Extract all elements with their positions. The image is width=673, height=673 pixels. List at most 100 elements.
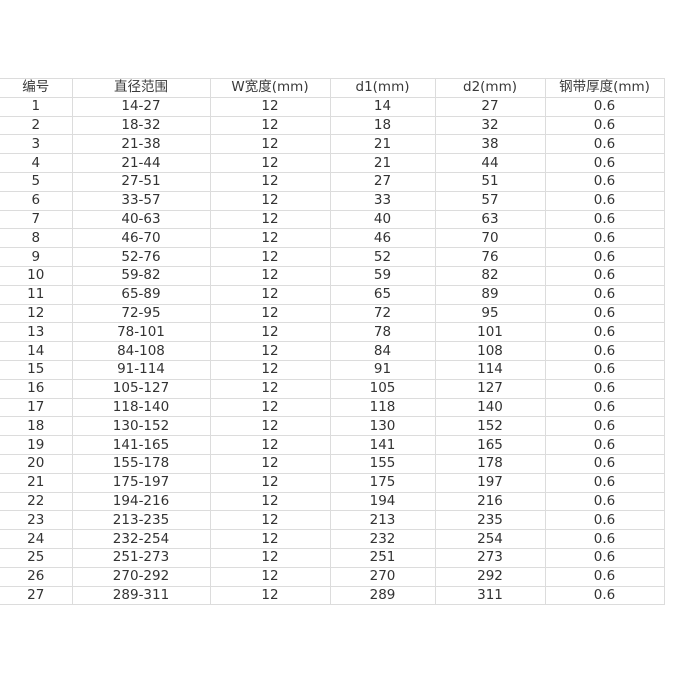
cell-col-width: 12	[209, 228, 331, 249]
cell-col-d2: 51	[434, 171, 546, 192]
table-row: 22 194-216 12 194 216 0.6	[0, 491, 665, 512]
cell-col-d2: 165	[434, 435, 546, 455]
cell-col-width: 12	[209, 209, 331, 230]
cell-col-diameter-range: 270-292	[71, 566, 211, 587]
cell-col-width: 12	[209, 153, 331, 173]
table-row: 25 251-273 12 251 273 0.6	[0, 547, 665, 568]
cell-col-number: 23	[0, 510, 73, 531]
cell-col-diameter-range: 232-254	[71, 529, 211, 549]
cell-col-width: 12	[209, 322, 331, 343]
header-col-number: 编号	[0, 78, 73, 98]
table-row: 20 155-178 12 155 178 0.6	[0, 453, 665, 474]
cell-col-number: 24	[0, 529, 73, 549]
cell-col-thickness: 0.6	[544, 153, 665, 173]
cell-col-width: 12	[209, 96, 331, 117]
cell-col-width: 12	[209, 397, 331, 418]
cell-col-thickness: 0.6	[544, 96, 665, 117]
cell-col-thickness: 0.6	[544, 491, 665, 512]
cell-col-thickness: 0.6	[544, 435, 665, 455]
cell-col-width: 12	[209, 284, 331, 305]
table-row: 23 213-235 12 213 235 0.6	[0, 510, 665, 531]
cell-col-thickness: 0.6	[544, 359, 665, 380]
table-row: 2 18-32 12 18 32 0.6	[0, 115, 665, 136]
cell-col-d1: 72	[329, 303, 436, 324]
table-row: 7 40-63 12 40 63 0.6	[0, 209, 665, 230]
cell-col-d2: 27	[434, 96, 546, 117]
cell-col-d1: 270	[329, 566, 436, 587]
table-row: 19 141-165 12 141 165 0.6	[0, 435, 665, 455]
cell-col-d1: 251	[329, 547, 436, 568]
cell-col-d1: 18	[329, 115, 436, 136]
cell-col-thickness: 0.6	[544, 303, 665, 324]
table-row: 4 21-44 12 21 44 0.6	[0, 153, 665, 173]
cell-col-d2: 197	[434, 472, 546, 493]
cell-col-diameter-range: 52-76	[71, 247, 211, 267]
cell-col-d1: 194	[329, 491, 436, 512]
cell-col-diameter-range: 213-235	[71, 510, 211, 531]
cell-col-diameter-range: 155-178	[71, 453, 211, 474]
cell-col-number: 22	[0, 491, 73, 512]
cell-col-number: 16	[0, 378, 73, 399]
cell-col-d2: 292	[434, 566, 546, 587]
table-row: 16 105-127 12 105 127 0.6	[0, 378, 665, 399]
cell-col-width: 12	[209, 453, 331, 474]
cell-col-number: 13	[0, 322, 73, 343]
table-row: 15 91-114 12 91 114 0.6	[0, 359, 665, 380]
cell-col-thickness: 0.6	[544, 265, 665, 286]
cell-col-d1: 46	[329, 228, 436, 249]
cell-col-width: 12	[209, 341, 331, 361]
cell-col-d2: 70	[434, 228, 546, 249]
cell-col-d2: 44	[434, 153, 546, 173]
cell-col-width: 12	[209, 359, 331, 380]
cell-col-d1: 33	[329, 190, 436, 211]
cell-col-width: 12	[209, 303, 331, 324]
cell-col-diameter-range: 118-140	[71, 397, 211, 418]
cell-col-d2: 82	[434, 265, 546, 286]
cell-col-diameter-range: 46-70	[71, 228, 211, 249]
cell-col-d1: 21	[329, 153, 436, 173]
cell-col-number: 1	[0, 96, 73, 117]
cell-col-thickness: 0.6	[544, 322, 665, 343]
table-row: 24 232-254 12 232 254 0.6	[0, 529, 665, 549]
cell-col-number: 27	[0, 585, 73, 606]
cell-col-number: 14	[0, 341, 73, 361]
cell-col-diameter-range: 251-273	[71, 547, 211, 568]
table-row: 9 52-76 12 52 76 0.6	[0, 247, 665, 267]
cell-col-diameter-range: 21-38	[71, 134, 211, 155]
cell-col-diameter-range: 21-44	[71, 153, 211, 173]
cell-col-thickness: 0.6	[544, 228, 665, 249]
cell-col-number: 11	[0, 284, 73, 305]
cell-col-width: 12	[209, 566, 331, 587]
cell-col-width: 12	[209, 585, 331, 606]
cell-col-diameter-range: 65-89	[71, 284, 211, 305]
table-row: 6 33-57 12 33 57 0.6	[0, 190, 665, 211]
cell-col-diameter-range: 78-101	[71, 322, 211, 343]
cell-col-d2: 114	[434, 359, 546, 380]
cell-col-thickness: 0.6	[544, 547, 665, 568]
cell-col-d2: 235	[434, 510, 546, 531]
spec-table: 编号 直径范围 W宽度(mm) d1(mm) d2(mm) 钢带厚度(mm) 1 14-27…	[0, 78, 665, 606]
cell-col-diameter-range: 289-311	[71, 585, 211, 606]
table-row: 21 175-197 12 175 197 0.6	[0, 472, 665, 493]
cell-col-thickness: 0.6	[544, 510, 665, 531]
cell-col-d1: 118	[329, 397, 436, 418]
table-row: 1 14-27 12 14 27 0.6	[0, 96, 665, 117]
cell-col-number: 20	[0, 453, 73, 474]
cell-col-number: 17	[0, 397, 73, 418]
cell-col-d2: 89	[434, 284, 546, 305]
cell-col-d1: 27	[329, 171, 436, 192]
cell-col-d2: 152	[434, 416, 546, 437]
header-col-d1: d1(mm)	[329, 78, 436, 98]
cell-col-width: 12	[209, 247, 331, 267]
cell-col-d2: 108	[434, 341, 546, 361]
cell-col-width: 12	[209, 190, 331, 211]
cell-col-width: 12	[209, 265, 331, 286]
cell-col-number: 21	[0, 472, 73, 493]
cell-col-number: 2	[0, 115, 73, 136]
cell-col-diameter-range: 40-63	[71, 209, 211, 230]
header-row: 编号 直径范围 W宽度(mm) d1(mm) d2(mm) 钢带厚度(mm)	[0, 78, 665, 98]
cell-col-diameter-range: 33-57	[71, 190, 211, 211]
cell-col-d2: 254	[434, 529, 546, 549]
cell-col-diameter-range: 175-197	[71, 472, 211, 493]
cell-col-d1: 141	[329, 435, 436, 455]
